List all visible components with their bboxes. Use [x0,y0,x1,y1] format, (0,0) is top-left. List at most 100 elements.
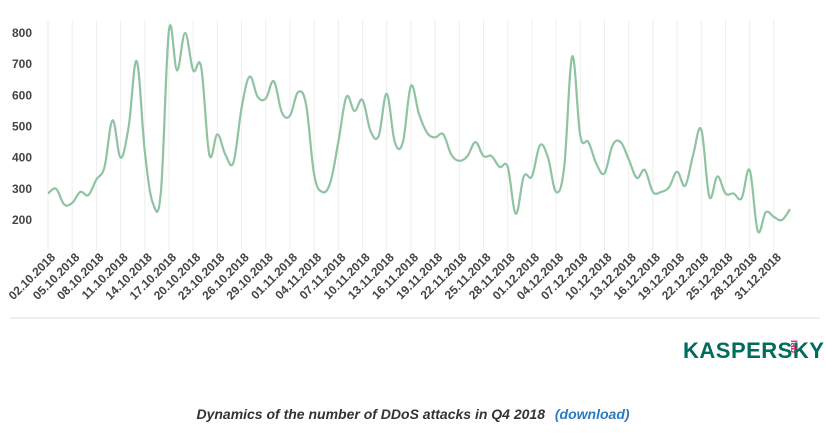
y-tick-label: 500 [12,120,32,134]
data-point [642,167,648,173]
data-point [142,148,148,154]
data-point [472,139,478,145]
data-point [505,164,511,170]
data-point [335,139,341,145]
data-point [287,113,293,119]
data-point [118,155,124,161]
data-point [150,200,156,206]
data-point [61,201,67,207]
data-point [214,131,220,137]
data-point [585,139,591,145]
data-point [110,117,116,123]
y-tick-label: 800 [12,26,32,40]
data-point [222,152,228,158]
data-point [553,189,559,195]
data-point [45,191,51,197]
data-point [448,152,454,158]
data-point [771,214,777,220]
logo-lab-mark: lab [789,340,799,354]
data-point [618,139,624,145]
data-point [247,74,253,80]
x-axis: 02.10.201805.10.201808.10.201811.10.2018… [6,250,784,303]
data-point [376,133,382,139]
data-point [263,95,269,101]
data-point [706,194,712,200]
data-point [602,170,608,176]
y-tick-label: 200 [12,213,32,227]
data-point [634,175,640,181]
data-point [666,184,672,190]
data-point [384,91,390,97]
y-tick-label: 300 [12,182,32,196]
data-point [239,105,245,111]
logo-wordmark: KASPERSKY [683,338,825,363]
data-point [206,152,212,158]
data-point [464,153,470,159]
data-point [513,211,519,217]
caption-title: Dynamics of the number of DDoS attacks i… [196,406,545,422]
chart-grid [10,20,820,319]
data-point [577,133,583,139]
data-point [69,200,75,206]
data-point [755,228,761,234]
data-point [190,67,196,73]
data-point [722,191,728,197]
data-point [593,161,599,167]
data-point [198,64,204,70]
data-point [650,189,656,195]
data-point [53,186,59,192]
data-point [610,142,616,148]
data-point [360,97,366,103]
data-point [182,30,188,36]
data-point [561,164,567,170]
data-point [521,173,527,179]
y-axis: 200 300 400 500 600 700 800 [12,26,32,227]
data-point [174,67,180,73]
data-point [545,155,551,161]
kaspersky-logo: KASPERSKY [683,338,824,364]
data-point [134,58,140,64]
y-tick-label: 600 [12,88,32,102]
data-point [255,94,261,100]
data-point [739,195,745,201]
data-point [779,217,785,223]
data-point [303,102,309,108]
data-point [295,89,301,95]
data-point [747,167,753,173]
data-point [231,159,237,165]
data-point [400,139,406,145]
data-point [77,189,83,195]
data-point [158,189,164,195]
data-point [569,53,575,59]
ddos-line-chart: 200 300 400 500 600 700 800 02.10.201805.10.20… [6,20,820,319]
series-layer [45,24,793,234]
data-point [529,173,535,179]
data-point [351,108,357,114]
data-point [537,142,543,148]
data-point [658,189,664,195]
data-point [787,206,793,212]
data-point [319,189,325,195]
data-point [763,209,769,215]
data-point [368,128,374,134]
data-point [674,169,680,175]
data-point [489,153,495,159]
data-point [166,27,172,33]
data-point [731,191,737,197]
chart-caption: Dynamics of the number of DDoS attacks i… [0,406,826,422]
data-point [682,183,688,189]
series-line-ddos-attacks [47,24,791,234]
y-tick-label: 400 [12,151,32,165]
data-point [497,164,503,170]
data-point [626,156,632,162]
y-tick-label: 700 [12,57,32,71]
data-point [343,94,349,100]
data-point [456,158,462,164]
data-point [424,130,430,136]
download-link[interactable]: (download) [554,406,630,422]
data-point [714,173,720,179]
data-point [481,153,487,159]
data-point [93,176,99,182]
data-point [327,180,333,186]
data-point [392,139,398,145]
